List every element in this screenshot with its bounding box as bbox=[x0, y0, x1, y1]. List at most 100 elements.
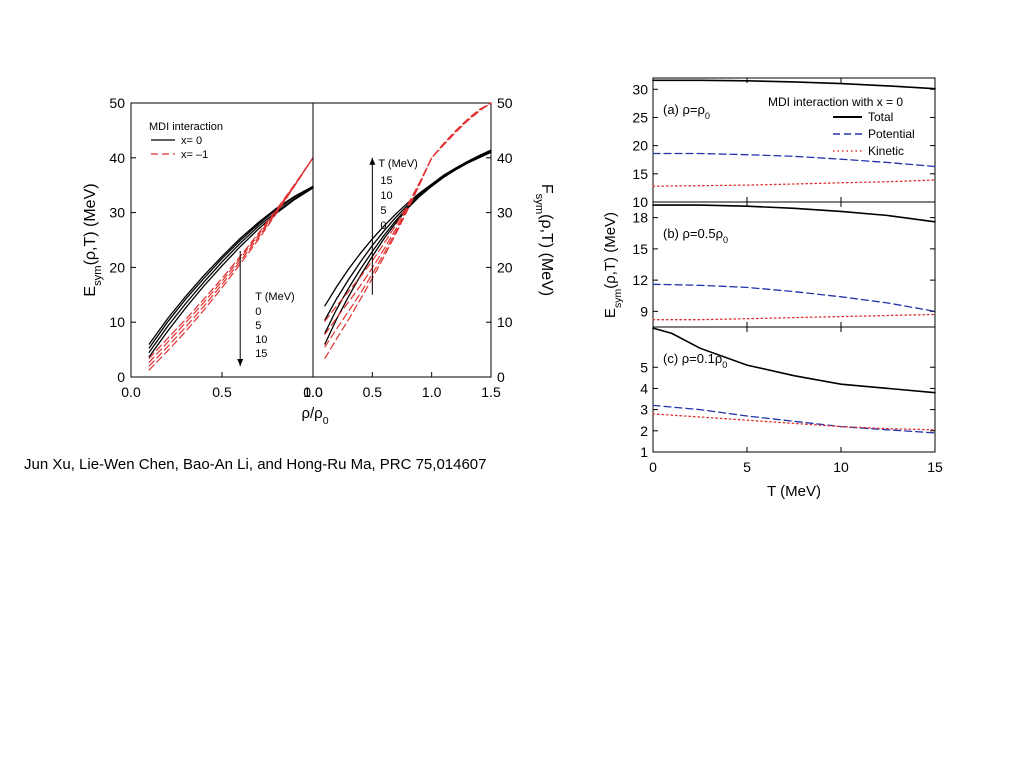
y-tick-label: 2 bbox=[640, 423, 648, 439]
series-line bbox=[652, 79, 936, 90]
y-tick-label: 20 bbox=[109, 259, 125, 275]
series-line bbox=[148, 185, 314, 345]
left-subplot-1: 0 10 20 30 40 50 0.0 0.5 1.0 T (MeV) 0 5 10 15 MDI int… bbox=[109, 95, 323, 400]
y-tick-label: 40 bbox=[497, 150, 513, 166]
series-line bbox=[324, 149, 492, 307]
panel-label: (b) ρ=0.5ρ0 bbox=[663, 226, 728, 245]
y-tick-label: 10 bbox=[497, 314, 513, 330]
annotation-item: 0 bbox=[255, 306, 261, 318]
annotation-title: T (MeV) bbox=[255, 291, 295, 303]
legend-title: MDI interaction bbox=[149, 121, 223, 133]
x-tick-label: 5 bbox=[743, 459, 751, 475]
series-line bbox=[324, 102, 492, 348]
x-tick-label: 1.0 bbox=[422, 384, 442, 400]
series-line bbox=[148, 157, 314, 363]
annotation-item: 10 bbox=[380, 190, 392, 202]
y-tick-label: 30 bbox=[632, 81, 648, 97]
y-tick-label: 25 bbox=[632, 109, 648, 125]
series-line bbox=[324, 151, 492, 334]
annotation-item: 0 bbox=[380, 220, 386, 232]
y-tick-label: 20 bbox=[632, 138, 648, 154]
x-tick-label: 1.5 bbox=[481, 384, 501, 400]
series-line bbox=[148, 186, 314, 349]
series-line bbox=[148, 157, 314, 371]
right-subplot-3: 1 2 3 4 5 (c) ρ=0.1ρ0 bbox=[640, 326, 936, 460]
y-tick-label: 9 bbox=[640, 303, 648, 319]
series-line bbox=[148, 186, 314, 353]
annotation-item: 15 bbox=[255, 348, 267, 360]
plot-frame bbox=[652, 326, 936, 453]
x-axis-label: ρ/ρ0 bbox=[301, 405, 328, 427]
annotation-item: 10 bbox=[255, 334, 267, 346]
annotation-item: 5 bbox=[255, 320, 261, 332]
legend-label: Potential bbox=[868, 127, 915, 141]
series-line bbox=[652, 413, 936, 431]
y-tick-label: 50 bbox=[497, 95, 513, 111]
series-line bbox=[652, 152, 936, 168]
panel-label: (a) ρ=ρ0 bbox=[663, 102, 710, 121]
y-tick-label: 50 bbox=[109, 95, 125, 111]
legend-title: MDI interaction with x = 0 bbox=[768, 95, 903, 109]
y-tick-label: 12 bbox=[632, 272, 648, 288]
legend-label: Kinetic bbox=[868, 144, 904, 158]
legend-label: x= –1 bbox=[181, 149, 208, 161]
series-line bbox=[652, 283, 936, 313]
right-subplot-2: 9 12 15 18 (b) ρ=0.5ρ0 bbox=[632, 201, 936, 328]
y-tick-label: 30 bbox=[109, 205, 125, 221]
y-tick-label: 15 bbox=[632, 241, 648, 257]
y-tick-label: 15 bbox=[632, 166, 648, 182]
series-line bbox=[324, 102, 492, 359]
arrow-head bbox=[237, 359, 244, 367]
x-tick-label: 0.5 bbox=[363, 384, 383, 400]
x-tick-label: 10 bbox=[833, 459, 849, 475]
series-line bbox=[652, 204, 936, 223]
y-tick-label: 3 bbox=[640, 402, 648, 418]
right-subplot-1: 10 15 20 25 30 (a) ρ=ρ0 bbox=[632, 77, 936, 210]
annotation-title: T (MeV) bbox=[378, 158, 418, 170]
y-tick-label: 5 bbox=[640, 359, 648, 375]
series-line bbox=[148, 157, 314, 367]
right-y-axis-label: Fsym(ρ,T) (MeV) bbox=[533, 184, 555, 296]
series-line bbox=[652, 404, 936, 434]
left-y-axis-label: Esym(ρ,T) (MeV) bbox=[82, 183, 104, 296]
series-line bbox=[324, 102, 492, 322]
y-tick-label: 4 bbox=[640, 380, 648, 396]
x-tick-label: 0.0 bbox=[303, 384, 323, 400]
x-tick-label: 0 bbox=[649, 459, 657, 475]
panel-label: (c) ρ=0.1ρ0 bbox=[663, 351, 727, 370]
x-tick-label: 0.0 bbox=[121, 384, 141, 400]
y-tick-label: 20 bbox=[497, 259, 513, 275]
series-line bbox=[652, 179, 936, 187]
plot-frame bbox=[652, 201, 936, 328]
series-line bbox=[652, 327, 936, 394]
annotation-item: 5 bbox=[380, 205, 386, 217]
y-tick-label: 0 bbox=[117, 369, 125, 385]
series-line bbox=[652, 313, 936, 321]
citation-caption: Jun Xu, Lie-Wen Chen, Bao-An Li, and Hon… bbox=[24, 456, 487, 473]
plot-frame bbox=[312, 102, 492, 378]
y-tick-label: 30 bbox=[497, 205, 513, 221]
arrow-head bbox=[369, 157, 376, 165]
x-tick-label: 0.5 bbox=[212, 384, 232, 400]
y-tick-label: 10 bbox=[109, 314, 125, 330]
series-line bbox=[148, 187, 314, 358]
y-tick-label: 1 bbox=[640, 444, 648, 460]
y-tick-label: 0 bbox=[497, 369, 505, 385]
y-tick-label: 40 bbox=[109, 150, 125, 166]
y-tick-label: 18 bbox=[632, 210, 648, 226]
annotation-item: 15 bbox=[380, 175, 392, 187]
y-tick-label: 10 bbox=[632, 194, 648, 210]
x-tick-label: 15 bbox=[927, 459, 943, 475]
legend-label: x= 0 bbox=[181, 135, 202, 147]
series-line bbox=[148, 157, 314, 359]
legend-label: Total bbox=[868, 110, 893, 124]
x-tick-label: 1.0 bbox=[303, 384, 323, 400]
y-axis-label: Esym(ρ,T) (MeV) bbox=[602, 212, 624, 318]
series-line bbox=[324, 102, 492, 335]
x-axis-label: T (MeV) bbox=[767, 483, 821, 500]
